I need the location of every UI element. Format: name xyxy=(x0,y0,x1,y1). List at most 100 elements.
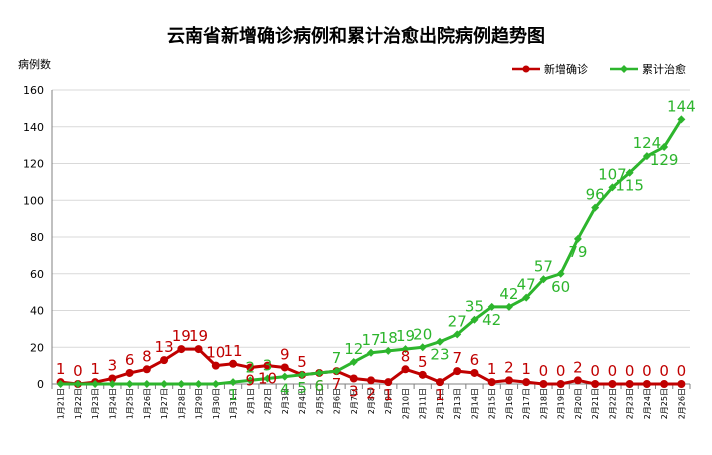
point-cured xyxy=(384,346,393,355)
point-cured xyxy=(401,345,410,354)
data-label-new-cases: 8 xyxy=(142,347,152,365)
x-tick-label: 1月22日 xyxy=(74,388,83,419)
point-new-cases xyxy=(677,380,686,388)
x-tick-label: 2月15日 xyxy=(488,388,497,419)
point-cured xyxy=(453,330,462,339)
x-tick-label: 2月18日 xyxy=(539,388,548,419)
x-tick-label: 2月10日 xyxy=(401,388,410,419)
x-tick-label: 1月28日 xyxy=(177,388,186,419)
point-cured xyxy=(194,380,203,388)
data-label-cured: 129 xyxy=(650,151,679,169)
point-cured xyxy=(108,380,117,388)
point-new-cases xyxy=(142,365,151,374)
x-tick-label: 2月20日 xyxy=(574,388,583,419)
data-label-cured: 42 xyxy=(499,285,518,303)
data-label-new-cases: 0 xyxy=(642,362,652,380)
data-label-new-cases: 0 xyxy=(556,362,566,380)
point-cured xyxy=(73,380,82,388)
y-tick-label: 60 xyxy=(30,268,44,281)
x-tick-label: 2月7日 xyxy=(350,388,359,414)
y-tick-label: 120 xyxy=(23,158,44,171)
data-label-new-cases: 9 xyxy=(280,345,290,363)
y-axis-title: 病例数 xyxy=(18,57,51,71)
point-cured xyxy=(315,368,324,377)
data-label-cured: 6 xyxy=(314,377,324,395)
data-label-new-cases: 19 xyxy=(189,327,208,345)
x-tick-label: 2月1日 xyxy=(246,388,255,414)
data-label-new-cases: 13 xyxy=(155,338,174,356)
x-tick-label: 1月31日 xyxy=(229,388,238,419)
point-new-cases xyxy=(625,380,634,388)
point-new-cases xyxy=(504,376,513,385)
data-label-cured: 47 xyxy=(517,276,536,294)
data-label-new-cases: 1 xyxy=(487,360,497,378)
point-cured xyxy=(298,370,307,379)
data-label-cured: 107 xyxy=(598,165,627,183)
data-label-cured: 20 xyxy=(413,325,432,343)
data-label-cured: 1 xyxy=(228,386,238,404)
point-new-cases xyxy=(539,380,548,388)
x-tick-label: 2月3日 xyxy=(281,388,290,414)
point-cured xyxy=(660,142,669,151)
data-label-new-cases: 0 xyxy=(677,362,687,380)
point-new-cases xyxy=(160,356,169,365)
data-label-cured: 23 xyxy=(430,346,449,364)
point-new-cases xyxy=(384,378,393,387)
x-tick-label: 2月24日 xyxy=(643,388,652,419)
point-cured xyxy=(349,357,358,366)
data-label-cured: 42 xyxy=(482,311,501,329)
x-tick-label: 2月17日 xyxy=(522,388,531,419)
data-label-cured: 57 xyxy=(534,257,553,275)
data-label-cured: 144 xyxy=(667,97,696,115)
data-label-cured: 27 xyxy=(448,312,467,330)
data-label-new-cases: 1 xyxy=(521,360,531,378)
x-tick-label: 1月29日 xyxy=(195,388,204,419)
point-cured xyxy=(142,380,151,388)
point-new-cases xyxy=(435,378,444,387)
data-label-cured: 124 xyxy=(633,134,662,152)
data-label-new-cases: 0 xyxy=(659,362,669,380)
chart-title: 云南省新增确诊病例和累计治愈出院病例趋势图 xyxy=(167,25,545,47)
y-tick-label: 0 xyxy=(37,378,44,391)
data-label-new-cases: 3 xyxy=(349,382,359,400)
data-label-new-cases: 5 xyxy=(418,353,428,371)
data-label-new-cases: 10 xyxy=(206,344,225,362)
data-label-new-cases: 0 xyxy=(73,362,83,380)
x-tick-label: 2月19日 xyxy=(557,388,566,419)
x-tick-label: 2月4日 xyxy=(298,388,307,414)
x-tick-label: 2月14日 xyxy=(470,388,479,419)
point-new-cases xyxy=(470,368,479,377)
point-new-cases xyxy=(263,361,272,370)
point-new-cases xyxy=(229,359,238,368)
point-new-cases xyxy=(642,380,651,388)
point-cured xyxy=(470,315,479,324)
point-new-cases xyxy=(608,380,617,388)
y-tick-label: 80 xyxy=(30,231,44,244)
data-label-cured: 79 xyxy=(568,243,587,261)
point-new-cases xyxy=(453,367,462,376)
point-new-cases xyxy=(194,345,203,354)
y-axis-ticks: 0 20 40 60 80 100 120 140 160 xyxy=(23,84,44,391)
x-tick-label: 2月2日 xyxy=(264,388,273,414)
x-axis: 1月21日 1月22日 1月23日 1月24日 1月25日 1月26日 1月27日 1月28日… xyxy=(51,384,691,419)
data-label-cured: 60 xyxy=(551,278,570,296)
point-new-cases xyxy=(401,365,410,374)
point-new-cases xyxy=(177,345,186,354)
point-cured xyxy=(556,269,565,278)
data-label-new-cases: 3 xyxy=(108,356,118,374)
x-tick-label: 2月21日 xyxy=(591,388,600,419)
point-new-cases xyxy=(125,368,134,377)
data-label-cured: 7 xyxy=(332,349,342,367)
data-label-new-cases: 0 xyxy=(608,362,618,380)
legend-label-new-cases: 新增确诊 xyxy=(544,62,588,76)
point-cured xyxy=(539,275,548,284)
data-label-new-cases: 10 xyxy=(258,370,277,388)
data-label-cured: 96 xyxy=(586,186,605,204)
legend-marker-new-cases xyxy=(522,65,530,73)
data-label-new-cases: 1 xyxy=(383,386,393,404)
data-label-new-cases: 0 xyxy=(539,362,549,380)
point-cured xyxy=(435,337,444,346)
x-tick-label: 2月26日 xyxy=(677,388,686,419)
data-label-cured: 12 xyxy=(344,340,363,358)
